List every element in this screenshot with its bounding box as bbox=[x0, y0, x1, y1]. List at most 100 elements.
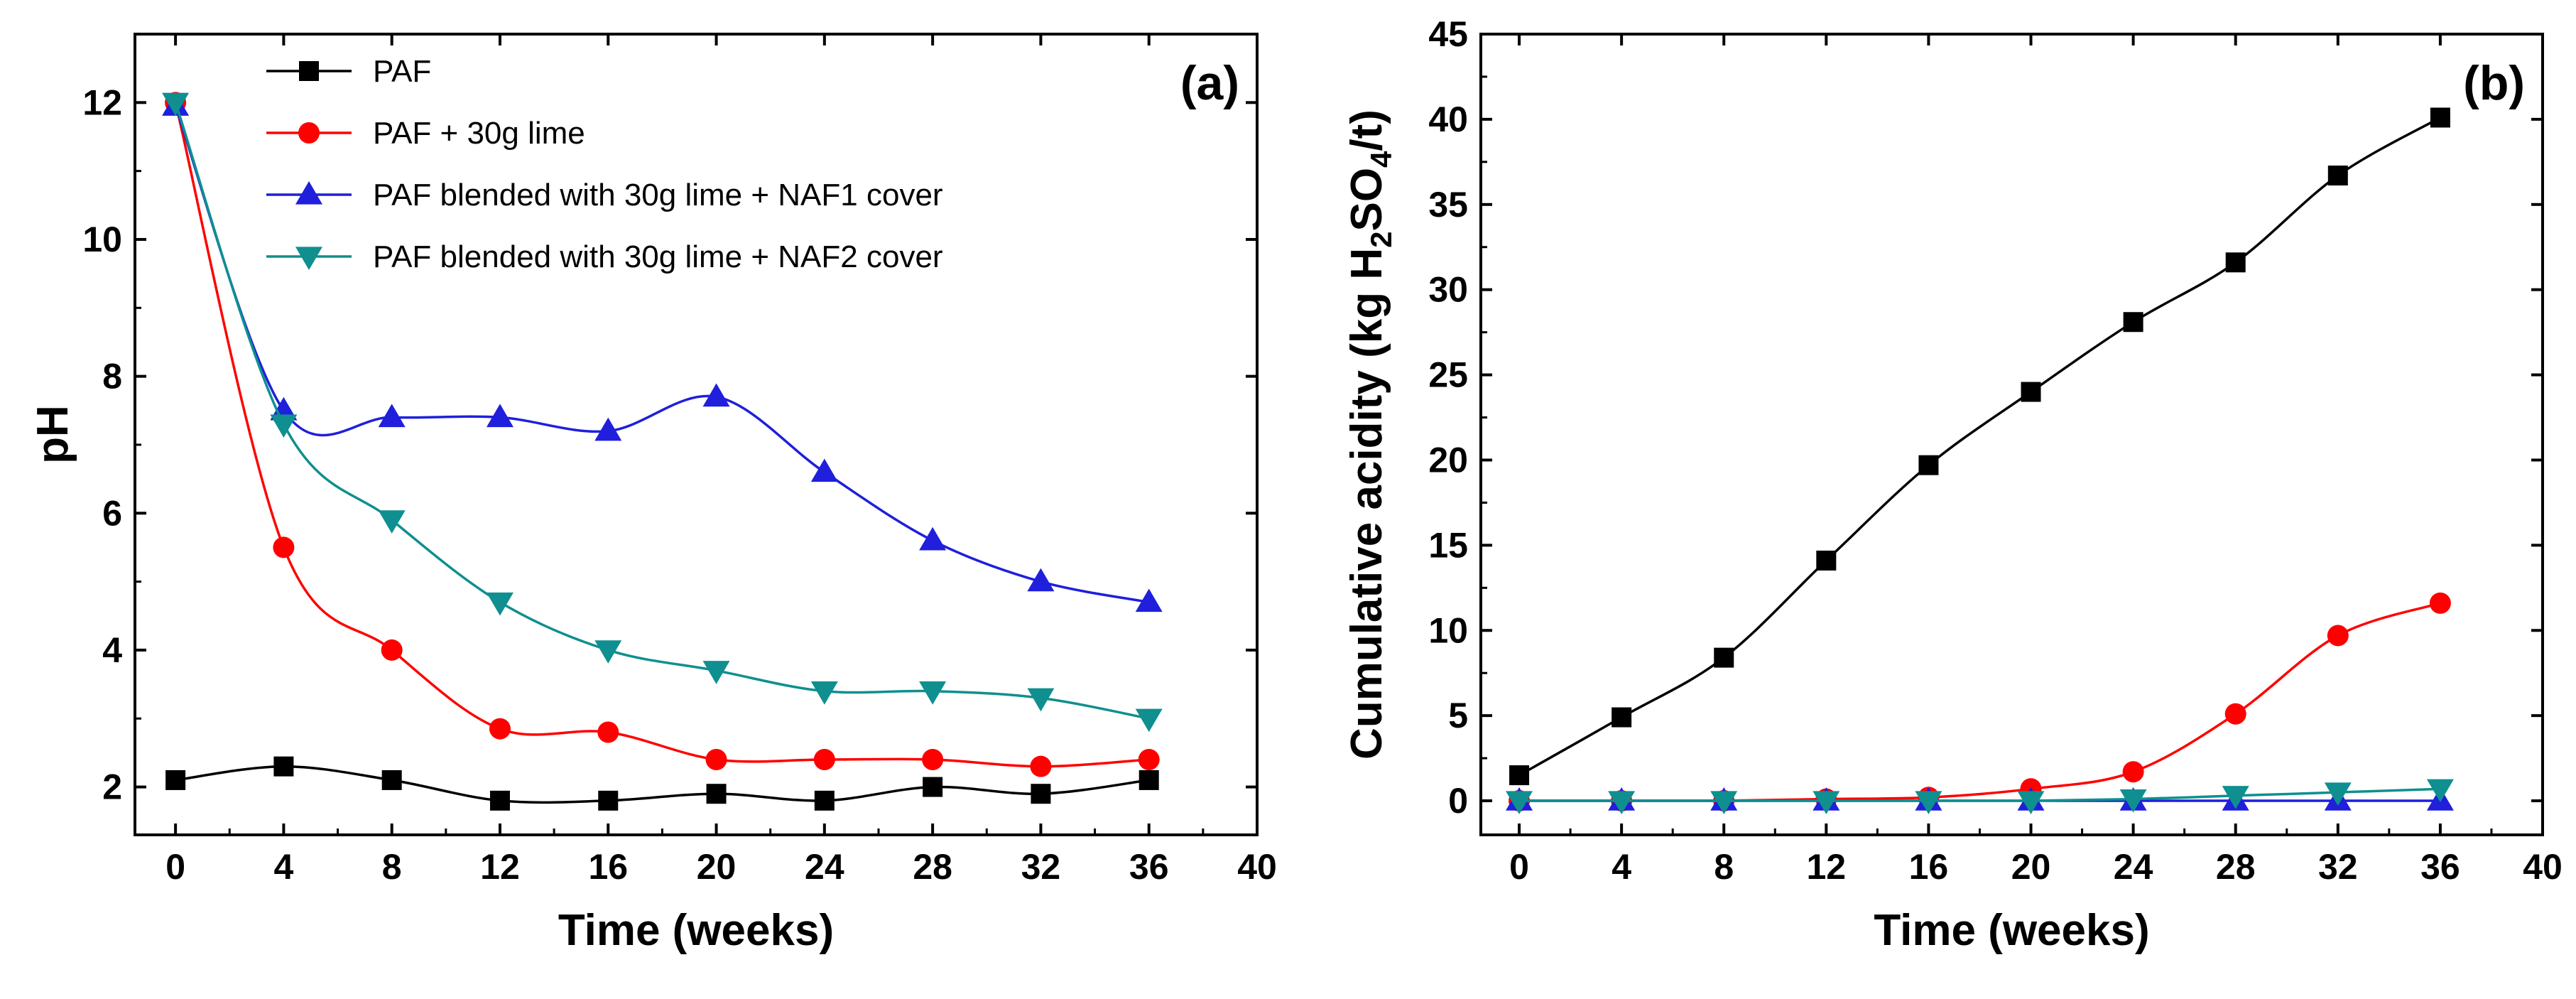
legend-item: PAF blended with 30g lime + NAF1 cover bbox=[266, 178, 943, 212]
panel-a-chart: (a) Time (weeks) pH 0 4 8 12 16 20 24 28 32 36 402… bbox=[28, 33, 1277, 955]
a-series-2 bbox=[162, 92, 1163, 612]
legend-label: PAF bbox=[373, 54, 431, 89]
a-data-point bbox=[1031, 784, 1051, 804]
b-x-tick-label: 0 bbox=[1509, 847, 1529, 887]
b-y-tick-label: 15 bbox=[1428, 525, 1468, 565]
a-y-tick-label: 6 bbox=[102, 493, 122, 533]
a-y-tick-label: 2 bbox=[102, 767, 122, 807]
a-data-point bbox=[1027, 688, 1055, 712]
a-series-line bbox=[175, 765, 1149, 804]
panel-b-y-axis-title: Cumulative acidity (kg H2SO4/t) bbox=[1342, 109, 1398, 760]
legend: PAF PAF + 30g lime PAF blended with 30g li… bbox=[266, 54, 943, 274]
a-data-point bbox=[597, 721, 619, 743]
b-data-point bbox=[2222, 786, 2249, 809]
a-data-point bbox=[922, 749, 944, 771]
a-data-point bbox=[270, 414, 298, 438]
b-data-point bbox=[2327, 625, 2349, 647]
b-series-line bbox=[1519, 787, 2440, 802]
a-y-tick-label: 4 bbox=[102, 630, 122, 670]
b-series-2 bbox=[1506, 787, 2454, 811]
b-x-tick-label: 36 bbox=[2420, 847, 2460, 887]
a-data-point bbox=[273, 536, 295, 558]
a-data-point bbox=[486, 404, 513, 428]
ylabel-subscript: 4 bbox=[1364, 151, 1398, 168]
a-data-point bbox=[705, 749, 727, 771]
a-x-tick-label: 40 bbox=[1237, 847, 1277, 887]
b-data-point bbox=[2021, 382, 2041, 402]
a-data-point bbox=[1138, 770, 1159, 790]
b-data-point bbox=[2123, 312, 2143, 333]
legend-item: PAF blended with 30g lime + NAF2 cover bbox=[266, 239, 943, 274]
a-x-tick-label: 36 bbox=[1129, 847, 1169, 887]
legend-item: PAF bbox=[266, 54, 431, 89]
a-x-tick-label: 0 bbox=[165, 847, 185, 887]
a-series-1 bbox=[165, 92, 1160, 777]
panel-b-label: (b) bbox=[2463, 56, 2525, 110]
panel-b-chart: (b) Time (weeks) Cumulative acidity (kg … bbox=[1342, 14, 2563, 955]
b-data-point bbox=[2430, 107, 2450, 128]
b-data-point bbox=[1714, 647, 1734, 668]
b-x-tick-label: 24 bbox=[2114, 847, 2153, 887]
b-y-tick-label: 35 bbox=[1428, 185, 1468, 225]
panel-a-label: (a) bbox=[1180, 56, 1239, 110]
a-data-point bbox=[1138, 749, 1160, 771]
a-data-point bbox=[381, 639, 403, 661]
a-x-tick-label: 12 bbox=[480, 847, 520, 887]
b-data-point bbox=[1509, 765, 1530, 786]
b-data-point bbox=[1813, 791, 1840, 815]
legend-marker bbox=[298, 122, 320, 144]
b-data-point bbox=[1710, 791, 1738, 815]
a-data-point bbox=[702, 661, 730, 684]
b-y-tick-label: 45 bbox=[1428, 14, 1468, 54]
b-x-tick-label: 8 bbox=[1714, 847, 1734, 887]
b-data-point bbox=[2119, 789, 2147, 813]
b-data-point bbox=[1612, 707, 1632, 728]
b-data-point bbox=[1915, 791, 1942, 815]
b-y-tick-label: 0 bbox=[1448, 781, 1468, 821]
a-data-point bbox=[923, 777, 943, 797]
legend-label: PAF blended with 30g lime + NAF1 cover bbox=[373, 178, 943, 212]
a-data-point bbox=[810, 681, 838, 705]
b-data-point bbox=[2122, 761, 2144, 783]
legend-marker bbox=[295, 247, 322, 270]
b-y-tick-label: 25 bbox=[1428, 355, 1468, 395]
a-x-tick-label: 28 bbox=[913, 847, 952, 887]
ylabel-part: Cumulative acidity (kg H bbox=[1342, 248, 1391, 760]
ylabel-part: SO bbox=[1342, 168, 1391, 232]
legend-marker bbox=[295, 181, 322, 205]
b-x-tick-label: 40 bbox=[2523, 847, 2563, 887]
a-data-point bbox=[814, 790, 835, 811]
b-data-point bbox=[1816, 550, 1837, 571]
a-y-tick-label: 8 bbox=[102, 357, 122, 396]
a-data-point bbox=[706, 784, 727, 804]
a-data-point bbox=[598, 790, 619, 811]
a-plot-frame bbox=[134, 33, 1259, 836]
a-data-point bbox=[378, 404, 406, 428]
b-x-tick-label: 16 bbox=[1909, 847, 1949, 887]
b-y-tick-label: 10 bbox=[1428, 610, 1468, 650]
b-data-point bbox=[1506, 791, 1533, 815]
ylabel-subscript: 2 bbox=[1364, 232, 1398, 248]
a-series-0 bbox=[165, 756, 1159, 811]
b-data-point bbox=[2426, 779, 2454, 803]
a-data-point bbox=[919, 526, 947, 551]
legend-label: PAF blended with 30g lime + NAF2 cover bbox=[373, 239, 943, 274]
a-data-point bbox=[165, 770, 186, 790]
a-series-3 bbox=[162, 92, 1163, 733]
a-y-tick-label: 12 bbox=[82, 82, 122, 122]
b-y-tick-label: 20 bbox=[1428, 440, 1468, 480]
b-y-tick-label: 5 bbox=[1448, 696, 1468, 735]
a-x-tick-label: 24 bbox=[805, 847, 844, 887]
a-data-point bbox=[813, 749, 835, 771]
a-data-point bbox=[1030, 755, 1052, 777]
a-x-tick-label: 8 bbox=[382, 847, 402, 887]
b-series-line bbox=[1519, 602, 2441, 802]
a-x-tick-label: 4 bbox=[273, 847, 293, 887]
a-x-tick-label: 32 bbox=[1021, 847, 1061, 887]
a-data-point bbox=[702, 383, 730, 407]
a-data-point bbox=[381, 770, 402, 790]
ylabel-part: /t) bbox=[1342, 109, 1391, 151]
a-x-tick-label: 20 bbox=[697, 847, 737, 887]
b-y-tick-label: 40 bbox=[1428, 99, 1468, 139]
b-data-point bbox=[2327, 166, 2348, 186]
